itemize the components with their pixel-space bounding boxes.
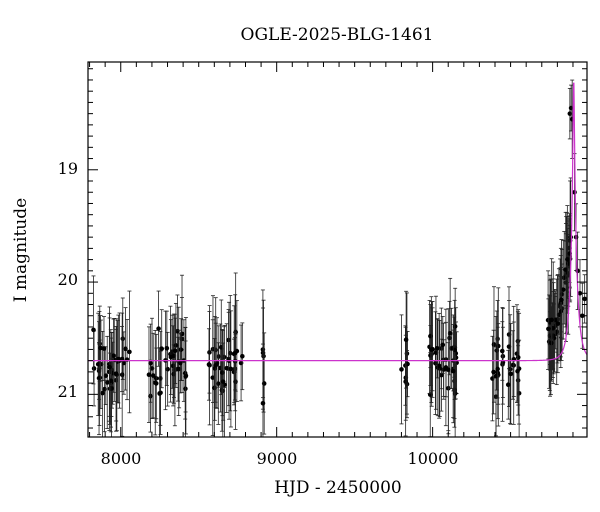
data-point: [232, 294, 238, 412]
x-tick-label-9000: 9000: [257, 449, 298, 468]
data-point: [510, 330, 516, 400]
data-point: [582, 274, 587, 324]
data-point: [146, 326, 152, 423]
data-point: [491, 329, 496, 415]
data-point: [563, 211, 568, 328]
y-axis-label: I magnitude: [11, 198, 31, 302]
data-point: [212, 316, 218, 421]
data-point: [500, 321, 505, 381]
y-tick-label-21: 21: [58, 382, 78, 401]
data-point: [127, 290, 132, 414]
y-tick-label-19: 19: [58, 159, 78, 178]
data-point: [224, 323, 230, 413]
data-point: [150, 332, 156, 419]
data-point: [450, 324, 456, 419]
x-tick-label-8000: 8000: [101, 449, 142, 468]
data-point: [440, 315, 446, 374]
data-point: [98, 315, 103, 381]
data-point: [436, 312, 442, 419]
data-point: [511, 321, 517, 397]
data-point: [446, 308, 451, 432]
data-point: [555, 274, 561, 374]
data-point: [399, 314, 404, 425]
data-point: [220, 329, 225, 417]
data-point: [111, 318, 116, 393]
data-point: [260, 343, 266, 438]
data-point: [505, 349, 511, 420]
data-point: [101, 316, 107, 382]
data-point: [559, 267, 564, 333]
data-point: [261, 299, 266, 413]
data-point: [159, 309, 165, 389]
data-point: [228, 310, 234, 428]
data-point: [558, 255, 564, 369]
data-point: [240, 322, 245, 391]
data-point: [403, 326, 408, 437]
data-point: [168, 305, 173, 403]
model-curve-layer: [88, 82, 588, 362]
axis-ticks: [88, 62, 587, 437]
data-point: [206, 328, 212, 401]
data-point: [156, 290, 161, 367]
data-point: [560, 239, 566, 340]
data-point: [103, 346, 109, 405]
data-point: [429, 296, 434, 403]
data-point: [434, 318, 440, 379]
data-points-layer: [91, 79, 587, 438]
data-point: [183, 340, 188, 413]
x-axis-label: HJD - 2450000: [274, 478, 402, 498]
model-curve: [88, 82, 588, 362]
data-point: [120, 297, 126, 380]
data-point: [172, 317, 178, 384]
data-point: [515, 340, 520, 402]
data-point: [496, 287, 501, 405]
data-point: [91, 275, 96, 385]
data-point: [549, 258, 554, 382]
data-point: [178, 318, 184, 381]
chart-title: OGLE-2025-BLG-1461: [241, 25, 434, 45]
data-point: [168, 319, 174, 395]
data-point: [220, 342, 226, 421]
data-point: [546, 298, 551, 360]
data-point: [97, 339, 103, 416]
data-point: [500, 326, 506, 398]
data-point: [216, 325, 222, 388]
data-point: [508, 323, 514, 425]
data-point: [515, 309, 521, 406]
data-point: [495, 339, 500, 399]
data-point: [403, 290, 409, 389]
data-point: [178, 332, 183, 394]
data-point: [213, 322, 219, 408]
plot-frame: [87, 61, 588, 438]
y-tick-label-20: 20: [58, 270, 78, 289]
data-point: [153, 347, 159, 420]
data-point: [165, 331, 170, 407]
data-point: [107, 317, 112, 417]
data-point: [433, 311, 438, 416]
data-point: [207, 311, 212, 394]
x-tick-label-10000: 10000: [408, 449, 459, 468]
data-point: [113, 326, 119, 422]
data-point: [164, 310, 170, 386]
